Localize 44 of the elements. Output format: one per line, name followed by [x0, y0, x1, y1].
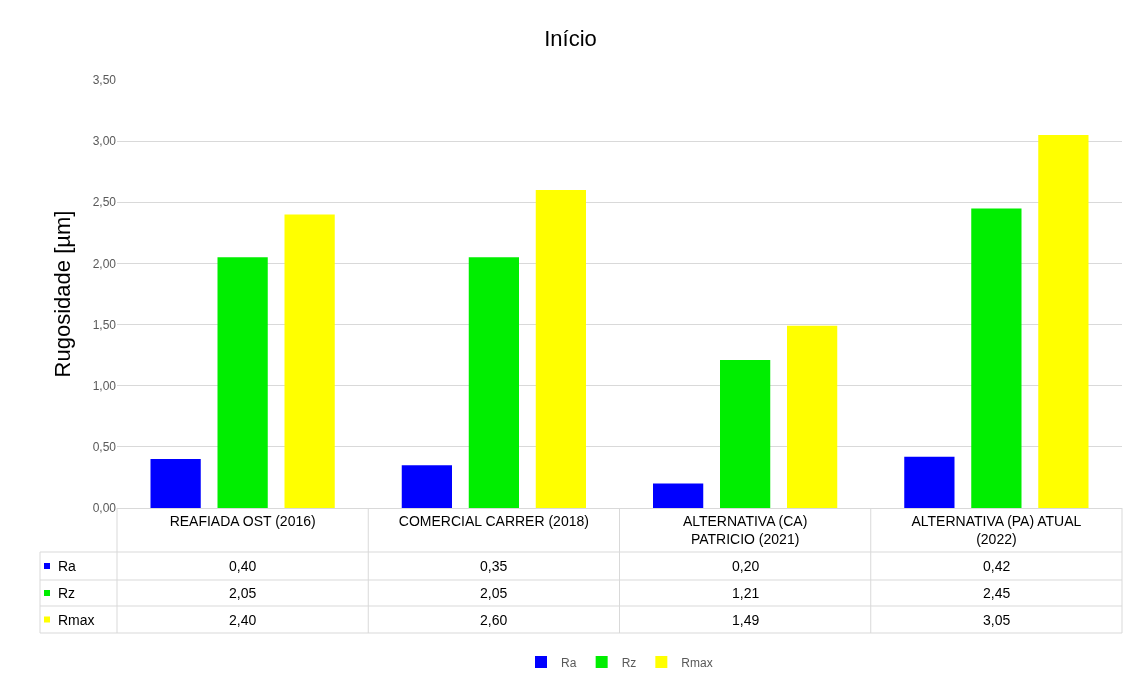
bar	[787, 325, 838, 508]
bar	[150, 459, 201, 508]
bar	[284, 214, 335, 508]
data-label: 2,60	[480, 612, 508, 628]
legend-label: Rmax	[681, 655, 713, 670]
chart-title: Início	[544, 25, 597, 51]
data-label: 0,20	[732, 558, 760, 574]
bar	[904, 456, 955, 508]
data-label: 0,42	[983, 558, 1011, 574]
y-tick-label: 1,00	[92, 378, 117, 393]
data-label: 2,40	[229, 612, 257, 628]
bar	[535, 190, 586, 508]
text: Ra	[561, 655, 577, 670]
text: Rz	[58, 585, 76, 601]
y-axis-title: Rugosidade [µm]	[50, 210, 76, 378]
y-tick-label: 2,50	[92, 195, 117, 210]
legend-label: Ra	[58, 558, 77, 574]
data-label: 2,45	[983, 585, 1011, 601]
bar	[653, 483, 704, 508]
bar	[1038, 135, 1089, 508]
data-label: 0,40	[229, 558, 257, 574]
data-label: 2,05	[229, 585, 257, 601]
x-tick-label: ALTERNATIVA (CA) PATRICIO (2021)	[682, 512, 808, 547]
text: Rmax	[58, 612, 95, 628]
y-tick-label: 0,50	[92, 440, 117, 455]
data-label: 2,05	[480, 585, 508, 601]
y-tick-label: 3,00	[92, 134, 117, 149]
bar	[401, 465, 452, 508]
bar	[217, 257, 268, 508]
y-tick-label: 3,50	[92, 73, 117, 88]
data-label: 1,49	[732, 612, 760, 628]
y-tick-label: 0,00	[92, 501, 117, 516]
data-label: 1,21	[732, 585, 760, 601]
bar	[720, 360, 771, 508]
data-label: 3,05	[983, 612, 1011, 628]
data-label: 0,35	[480, 558, 508, 574]
x-tick-label: REAFIADA OST (2016)	[169, 512, 316, 529]
y-tick-label: 2,00	[92, 256, 117, 271]
bar	[971, 208, 1022, 508]
legend-label: Rz	[621, 655, 637, 670]
x-tick-label: COMERCIAL CARRER (2018)	[398, 512, 589, 529]
y-tick-label: 1,50	[92, 317, 117, 332]
x-tick-label: ALTERNATIVA (PA) ATUAL (2022)	[911, 512, 1082, 547]
bar	[468, 257, 519, 508]
